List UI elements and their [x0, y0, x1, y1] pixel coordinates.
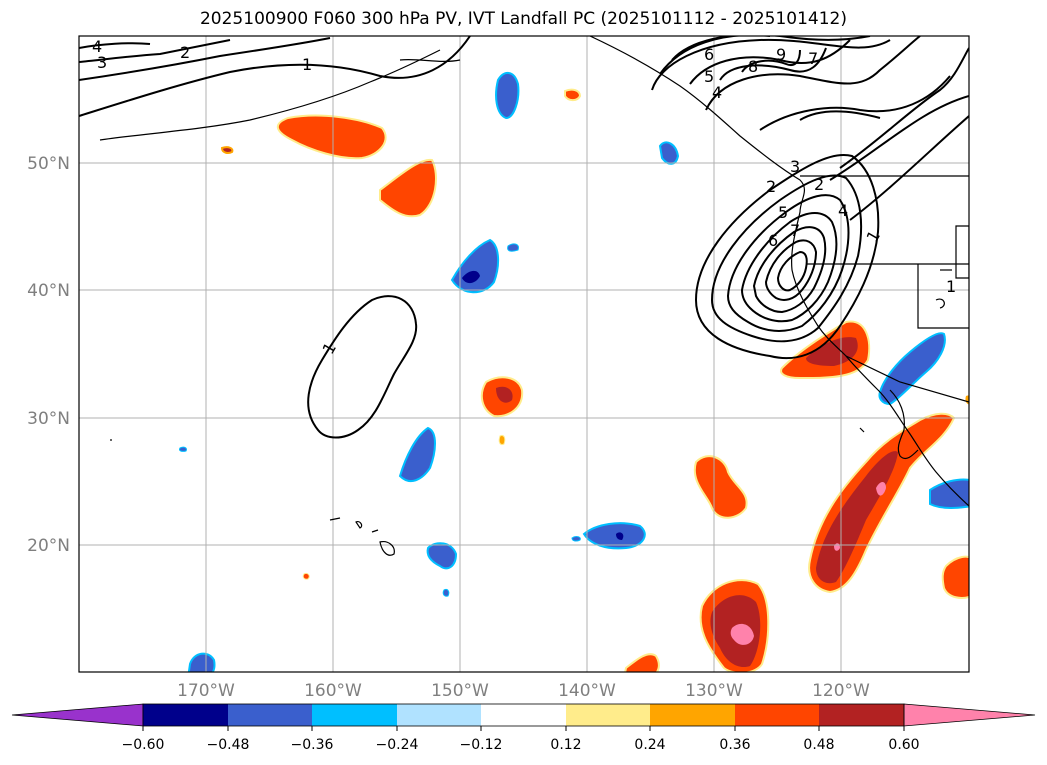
anomaly-positive	[302, 573, 310, 580]
anomaly-positive	[941, 555, 969, 599]
contour-label: 5	[704, 67, 714, 86]
coastlines	[99, 36, 969, 556]
anomaly-negative	[426, 542, 458, 570]
anomaly-positive	[220, 146, 234, 154]
anomaly-positive	[498, 435, 506, 445]
anomaly-negative	[398, 426, 436, 483]
anomaly-positive	[379, 158, 437, 218]
lat-label: 40°N	[27, 281, 70, 301]
contour-label: 7	[790, 221, 800, 240]
colorbar-tick-label: 0.12	[550, 737, 581, 753]
anomaly-positive-core	[806, 337, 858, 366]
colorbar-segment	[735, 704, 819, 726]
pv-contours	[79, 36, 969, 439]
contour-label: 8	[748, 57, 758, 76]
contour-label: 1	[302, 55, 312, 74]
anomaly-negative	[442, 589, 450, 597]
anomaly-positive-core	[496, 386, 513, 403]
anomaly-negative	[571, 536, 581, 542]
lat-label: 30°N	[27, 409, 70, 429]
anomaly-negative	[878, 332, 946, 406]
lon-label: 160°W	[304, 681, 362, 701]
colorbar: −0.60 −0.48 −0.36 −0.24 −0.12 0.12 0.24 …	[11, 703, 1036, 753]
contour-label: 6	[768, 231, 778, 250]
contour-label: 3	[97, 53, 107, 72]
graticule	[79, 36, 969, 672]
colorbar-tick-label: −0.24	[376, 737, 419, 753]
anomaly-negative	[658, 141, 680, 165]
colorbar-tick-label: −0.60	[122, 737, 165, 753]
colorbar-tick-label: −0.12	[460, 737, 503, 753]
colorbar-segment	[228, 704, 312, 726]
contour-label: 5	[778, 203, 788, 222]
colorbar-extend-max	[903, 703, 1036, 727]
colorbar-segment	[819, 704, 904, 726]
anomaly-positive	[277, 114, 387, 160]
anomaly-negative	[495, 72, 520, 120]
contour-label: 4	[712, 83, 722, 102]
colorbar-tick-label: 0.60	[888, 737, 919, 753]
contour-label: 7	[808, 49, 818, 68]
contour-label: 2	[766, 177, 776, 196]
anomaly-negative	[929, 478, 969, 509]
pv-anomaly-fills	[179, 72, 969, 672]
colorbar-tick-label: 0.36	[719, 737, 750, 753]
lat-label: 50°N	[27, 154, 70, 174]
map-title: 2025100900 F060 300 hPa PV, IVT Landfall…	[199, 9, 847, 29]
colorbar-segment	[143, 704, 228, 726]
lon-label: 150°W	[431, 681, 489, 701]
colorbar-tick-label: 0.24	[634, 737, 665, 753]
colorbar-segment	[650, 704, 735, 726]
contour-label: 3	[790, 157, 800, 176]
colorbar-segment	[481, 704, 566, 726]
contour-label: 1	[946, 277, 956, 296]
anomaly-positive	[564, 88, 582, 102]
anomaly-positive-peak	[730, 623, 754, 645]
anomaly-negative	[507, 243, 519, 252]
map-frame	[78, 35, 970, 673]
anomaly-negative-core	[616, 532, 624, 540]
anomaly-negative-core	[462, 270, 480, 284]
colorbar-tick-label: 0.48	[803, 737, 834, 753]
lon-label: 170°W	[177, 681, 235, 701]
contour-label: 2	[814, 175, 824, 194]
colorbar-extend-min	[11, 703, 144, 727]
latitude-labels: 50°N 40°N 30°N 20°N	[27, 154, 70, 556]
colorbar-segment	[312, 704, 397, 726]
anomaly-negative	[179, 446, 187, 452]
colorbar-segment	[566, 704, 650, 726]
contour-label: 6	[704, 45, 714, 64]
colorbar-ticks	[142, 726, 905, 731]
anomaly-negative	[187, 652, 216, 672]
longitude-labels: 170°W 160°W 150°W 140°W 130°W 120°W	[177, 681, 870, 701]
colorbar-tick-label: −0.36	[291, 737, 334, 753]
contour-label: 2	[180, 43, 190, 62]
lon-label: 130°W	[685, 681, 743, 701]
lon-label: 120°W	[812, 681, 870, 701]
contour-label: 9	[776, 45, 786, 64]
contour-label: 4	[92, 37, 102, 56]
contour-label: 4	[838, 201, 848, 220]
colorbar-segment	[397, 704, 481, 726]
anomaly-positive-peak	[876, 482, 886, 496]
colorbar-tick-label: −0.48	[207, 737, 250, 753]
lat-label: 20°N	[27, 536, 70, 556]
anomaly-positive	[624, 653, 660, 672]
anomaly-positive	[693, 455, 748, 519]
lon-label: 140°W	[558, 681, 616, 701]
